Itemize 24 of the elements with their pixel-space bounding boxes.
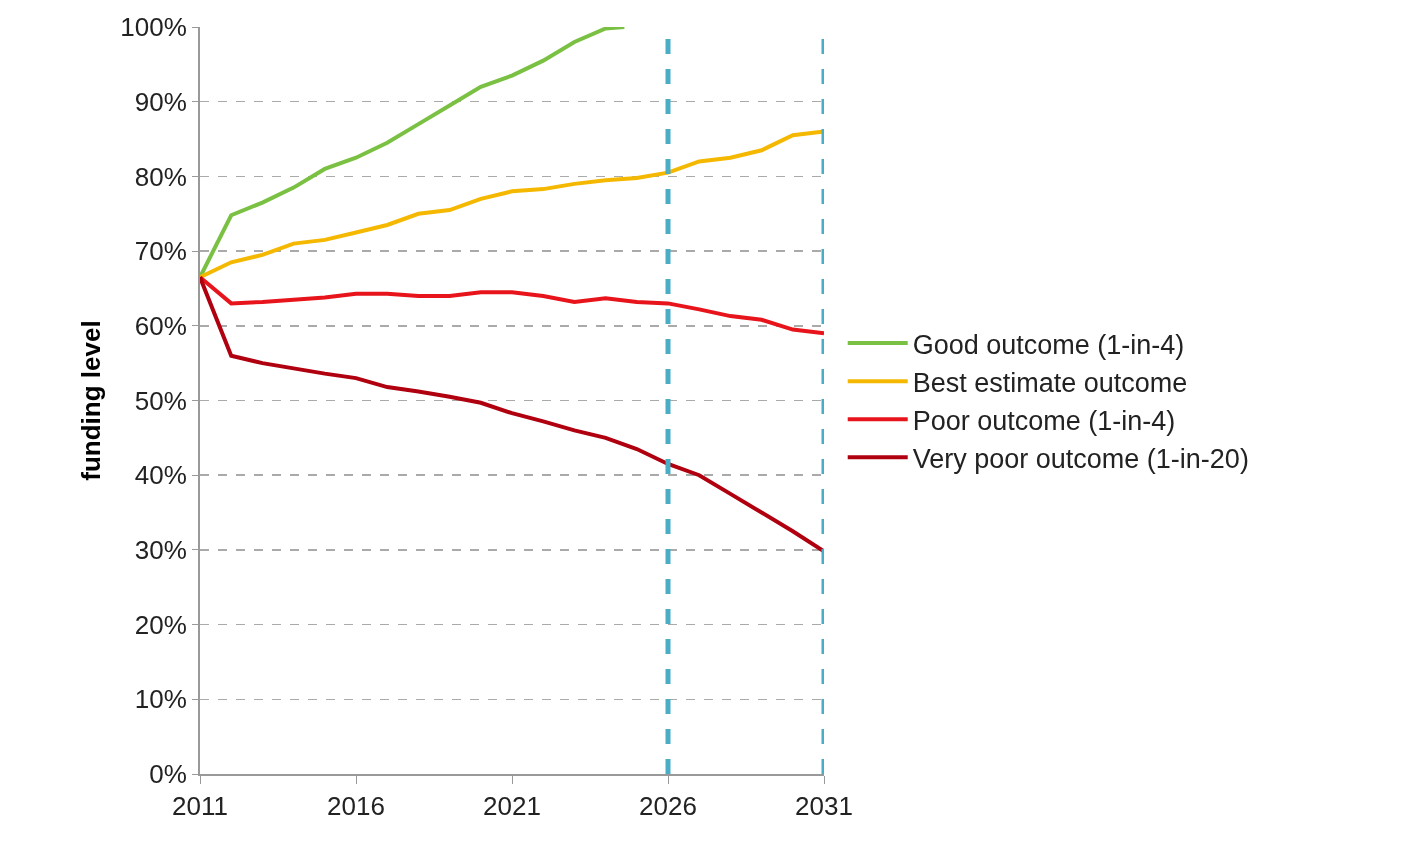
x-tick-label: 2016 — [327, 791, 385, 822]
line-series — [200, 275, 824, 554]
y-tick-label: 60% — [134, 310, 187, 341]
y-tick-label: 50% — [134, 385, 187, 416]
y-tick-label: 70% — [134, 236, 187, 267]
y-tick-label: 20% — [134, 609, 187, 640]
y-tick-label: 40% — [134, 460, 187, 491]
x-tick-label: 2021 — [483, 791, 541, 822]
line-series — [200, 129, 824, 280]
y-tick-label: 10% — [134, 684, 187, 715]
x-tick-label: 2031 — [795, 791, 853, 822]
x-tick-label: 2026 — [639, 791, 697, 822]
legend-label: Poor outcome (1-in-4) — [912, 405, 1176, 436]
y-tick-label: 0% — [149, 759, 187, 790]
legend-label: Very poor outcome (1-in-20) — [912, 443, 1249, 474]
line-series — [200, 275, 824, 336]
y-tick-label: 100% — [120, 12, 187, 43]
y-tick-label: 80% — [134, 161, 187, 192]
x-tick-label: 2011 — [172, 791, 228, 822]
y-axis-title: funding level — [76, 320, 107, 481]
legend-label: Best estimate outcome — [912, 367, 1188, 398]
legend-label: Good outcome (1-in-4) — [912, 329, 1185, 360]
y-tick-label: 90% — [134, 86, 187, 117]
y-tick-label: 30% — [134, 535, 187, 565]
